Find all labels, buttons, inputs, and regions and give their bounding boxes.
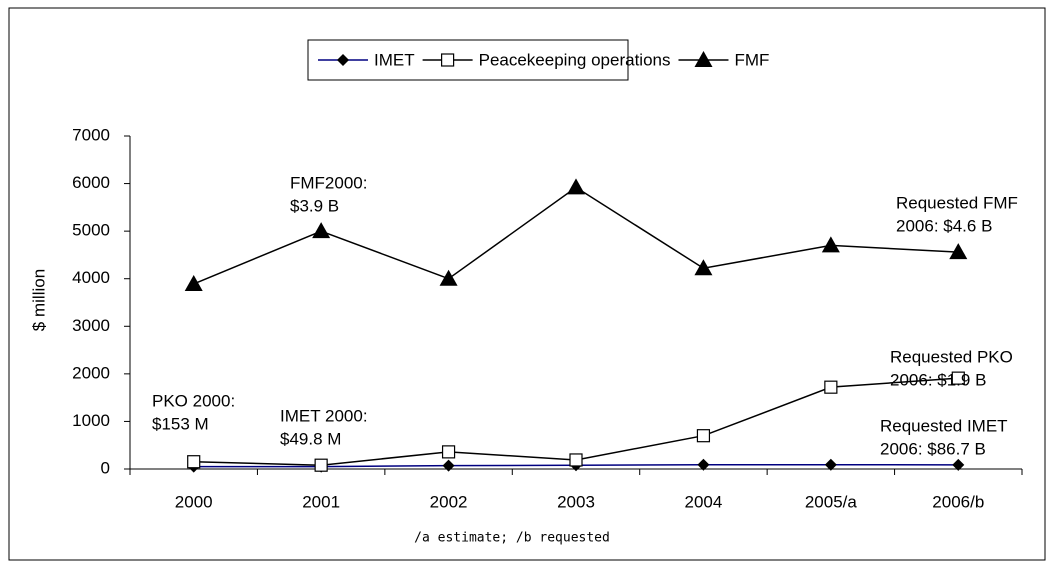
- annotation: $153 M: [152, 414, 209, 433]
- chart-border: [8, 7, 1046, 561]
- annotation: 2006: $4.6 B: [896, 216, 992, 235]
- marker: [821, 236, 840, 253]
- x-tick-label: 2003: [557, 492, 595, 511]
- annotation: 2006: $86.7 B: [880, 439, 986, 458]
- y-axis-label: $ million: [29, 269, 48, 331]
- y-tick-label: 0: [101, 458, 110, 477]
- y-tick-label: 5000: [72, 221, 110, 240]
- legend-label: IMET: [374, 50, 415, 69]
- marker: [442, 459, 455, 472]
- annotation: Requested IMET: [880, 416, 1008, 435]
- marker: [694, 51, 713, 67]
- marker: [337, 54, 349, 66]
- y-tick-label: 6000: [72, 173, 110, 192]
- y-tick-label: 2000: [72, 363, 110, 382]
- annotation: Requested PKO: [890, 347, 1013, 366]
- marker: [697, 458, 710, 471]
- y-tick-label: 3000: [72, 316, 110, 335]
- x-tick-label: 2000: [175, 492, 213, 511]
- footnote: /a estimate; /b requested: [414, 531, 610, 546]
- annotation: PKO 2000:: [152, 391, 235, 410]
- marker: [824, 458, 837, 471]
- annotation: IMET 2000:: [280, 406, 368, 425]
- annotation: $49.8 M: [280, 429, 341, 448]
- marker: [312, 222, 331, 239]
- x-tick-label: 2001: [302, 492, 340, 511]
- marker: [694, 259, 713, 276]
- x-tick-label: 2004: [685, 492, 723, 511]
- marker: [441, 445, 456, 459]
- y-tick-label: 4000: [72, 268, 110, 287]
- marker: [184, 274, 203, 291]
- legend-label: FMF: [734, 50, 769, 69]
- marker: [952, 458, 965, 471]
- y-tick-label: 1000: [72, 411, 110, 430]
- annotation: FMF2000:: [290, 173, 367, 192]
- marker: [187, 455, 201, 469]
- legend-label: Peacekeeping operations: [479, 50, 671, 69]
- y-tick-label: 7000: [72, 125, 110, 144]
- marker: [951, 371, 965, 385]
- marker: [949, 243, 968, 260]
- x-tick-label: 2005/a: [805, 492, 858, 511]
- marker: [569, 453, 583, 467]
- x-tick-label: 2006/b: [932, 492, 984, 511]
- marker: [696, 429, 711, 443]
- annotation: 2006: $1.9 B: [890, 370, 986, 389]
- marker: [439, 269, 458, 286]
- marker: [567, 178, 585, 195]
- marker: [441, 53, 455, 67]
- x-tick-label: 2002: [430, 492, 468, 511]
- annotation: Requested FMF: [896, 193, 1018, 212]
- marker: [314, 458, 328, 472]
- marker: [824, 380, 838, 394]
- annotation: $3.9 B: [290, 196, 339, 215]
